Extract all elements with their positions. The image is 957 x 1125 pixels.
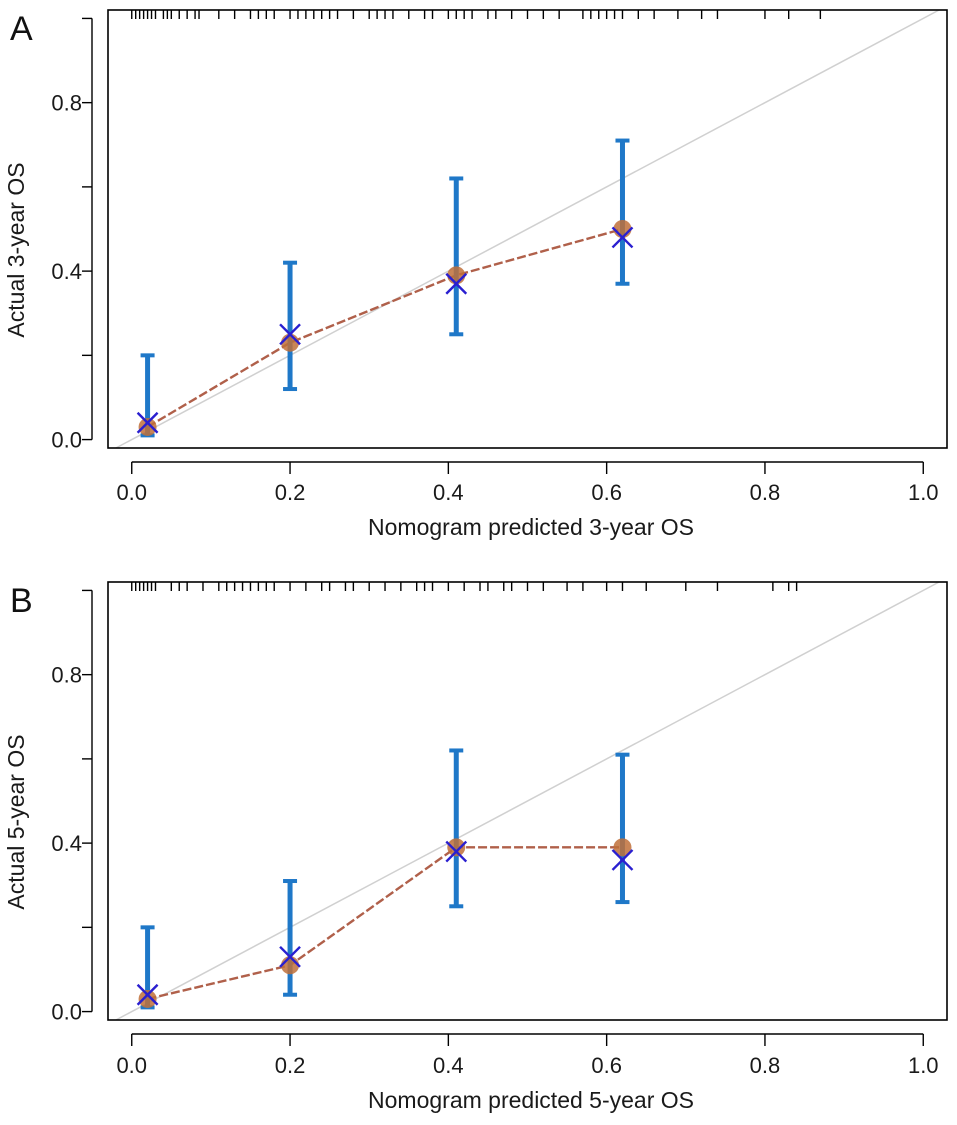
bias-corrected-mark [445,840,468,863]
x-tick-label: 0.0 [116,480,147,505]
calibration-line [147,846,623,1001]
bias-corrected-mark [279,945,301,968]
observed-point [281,956,300,975]
bias-corrected-mark [136,411,159,434]
y-axis-title: Actual 5-year OS [3,734,29,909]
bias-corrected-mark [279,323,301,346]
observed-point [447,838,466,857]
ideal-line [115,9,940,449]
bias-corrected-mark [136,983,159,1006]
observed-point [138,989,157,1008]
observed-point [613,220,632,238]
panel-a: A Nomogram predicted 3-year OS Actual 3-… [3,9,948,540]
y-tick-label: 0.4 [51,831,82,856]
ideal-line [115,581,940,1021]
x-tick-label: 0.2 [275,1053,306,1078]
observed-point [613,838,632,857]
x-tick-label: 1.0 [908,480,939,505]
calibration-line [146,227,623,428]
x-tick-label: 0.6 [591,480,622,505]
bias-corrected-mark [611,226,634,249]
observed-point [281,333,300,352]
x-tick-label: 0.2 [275,480,306,505]
x-tick-label: 0.8 [750,1053,781,1078]
y-tick-label: 0.0 [51,1000,82,1025]
x-axis-title: Nomogram predicted 3-year OS [368,514,694,540]
y-tick-label: 0.0 [51,428,82,453]
bias-corrected-mark [445,272,468,295]
y-tick-label: 0.8 [51,91,82,116]
panel-b: B Nomogram predicted 5-year OS Actual 5-… [3,581,948,1113]
y-tick-label: 0.4 [51,259,82,284]
y-axis-title: Actual 3-year OS [3,162,29,337]
x-tick-label: 0.4 [433,480,464,505]
x-tick-label: 0.4 [433,1053,464,1078]
x-tick-label: 0.6 [591,1053,622,1078]
y-tick-label: 0.8 [51,663,82,688]
x-tick-label: 0.0 [116,1053,147,1078]
observed-point [447,266,466,285]
x-tick-label: 1.0 [908,1053,939,1078]
panel-letter: B [10,582,33,620]
panel-letter: A [10,10,33,48]
x-tick-label: 0.8 [750,480,781,505]
x-axis-title: Nomogram predicted 5-year OS [368,1087,694,1113]
observed-point [138,417,157,436]
bias-corrected-mark [611,849,634,871]
